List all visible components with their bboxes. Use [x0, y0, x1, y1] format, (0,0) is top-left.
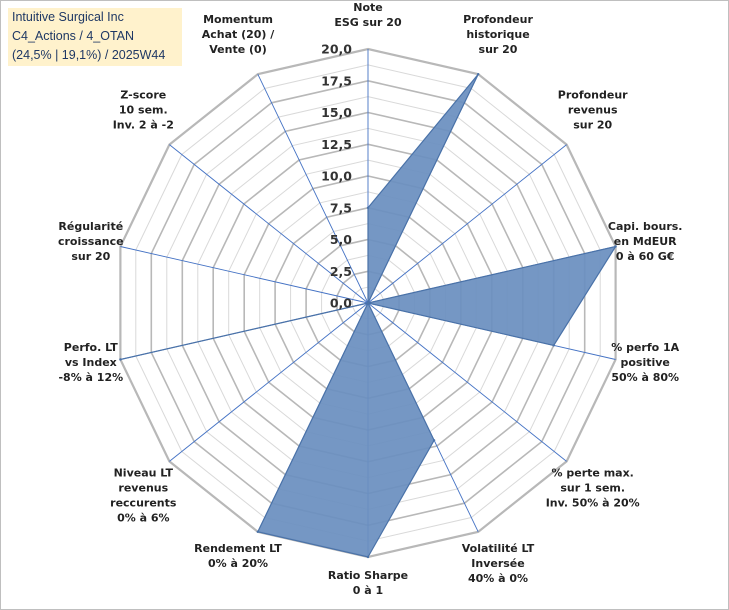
tick-label: 17,5	[321, 73, 352, 88]
category-label: Note ESG sur 20	[334, 1, 402, 29]
tick-label: 2,5	[330, 264, 352, 279]
spoke-axis	[367, 302, 567, 462]
category-label-line: 0 à 60 G€	[616, 250, 675, 263]
category-label-line: -8% à 12%	[58, 371, 123, 384]
category-label-line: historique	[466, 28, 529, 41]
category-label-line: Z-score	[120, 88, 166, 101]
performance-week: (24,5% | 19,1%) / 2025W44	[12, 48, 166, 62]
category-label: Régularité croissance sur 20	[58, 220, 124, 263]
category-label: Profondeur historique sur 20	[463, 13, 533, 56]
category-label-line: Inv. 2 à -2	[113, 118, 174, 131]
category-label: Rendement LT 0% à 20%	[194, 542, 282, 570]
data-point	[366, 206, 370, 209]
category-label-line: 0% à 20%	[208, 557, 268, 570]
category-label-line: 50% à 80%	[611, 371, 679, 384]
category-label-line: croissance	[58, 235, 124, 248]
spoke-axis	[257, 74, 369, 304]
category-label-line: Vente (0)	[209, 43, 266, 56]
category-label-line: sur 20	[573, 118, 612, 131]
category-label-line: Profondeur	[558, 88, 628, 101]
category-label-line: Rendement LT	[194, 542, 282, 555]
category-label-line: sur 20	[71, 250, 110, 263]
category-label-line: Profondeur	[463, 13, 533, 26]
data-point	[256, 530, 259, 533]
tick-label: 10,0	[321, 169, 352, 184]
category-label-line: 0% à 6%	[117, 512, 169, 525]
category-label: % perte max. sur 1 sem. Inv. 50% à 20%	[546, 467, 640, 510]
category-label-line: 40% à 0%	[468, 572, 528, 585]
spoke-axis	[120, 246, 369, 304]
category-label-line: Régularité	[58, 220, 123, 233]
category-label-line: Volatilité LT	[462, 542, 535, 555]
category-label-line: Achat (20) /	[202, 28, 276, 41]
category-label-line: Capi. bours.	[608, 220, 683, 233]
tick-label: 7,5	[330, 200, 352, 215]
company-name: Intuitive Surgical Inc	[12, 10, 124, 24]
tick-label: 20,0	[321, 42, 352, 57]
category-label-line: Momentum	[203, 13, 273, 26]
category-label-line: vs Index	[65, 356, 117, 369]
data-point	[119, 358, 122, 361]
tick-label: 0,0	[330, 296, 352, 311]
category-label-line: ESG sur 20	[334, 16, 402, 29]
category-label-line: Inv. 50% à 20%	[546, 497, 640, 510]
category-label: Perfo. LT vs Index -8% à 12%	[58, 341, 123, 384]
category-label: Profondeur revenus sur 20	[558, 88, 628, 131]
category-label: Z-score 10 sem. Inv. 2 à -2	[113, 88, 174, 131]
category-label-line: 0 à 1	[353, 584, 383, 597]
category-label-line: Note	[353, 1, 382, 14]
data-point	[366, 301, 370, 305]
data-point	[432, 439, 436, 442]
category-label: Ratio Sharpe 0 à 1	[328, 569, 408, 597]
category-label-line: Perfo. LT	[64, 341, 118, 354]
spoke-axis	[169, 302, 369, 462]
category-label-line: % perte max.	[552, 467, 634, 480]
category-label-line: revenus	[118, 482, 168, 495]
data-point	[366, 555, 370, 559]
category-label-line: Niveau LT	[114, 467, 174, 480]
category-label-line: en MdEUR	[614, 235, 677, 248]
category-label: % perfo 1A positive 50% à 80%	[611, 341, 679, 384]
chart-title-box: Intuitive Surgical Inc C4_Actions / 4_OT…	[8, 8, 182, 66]
category-label: Niveau LT revenus reccurents 0% à 6%	[110, 467, 177, 525]
category-label-line: sur 1 sem.	[560, 482, 625, 495]
category-label-line: sur 20	[479, 43, 518, 56]
category-label-line: % perfo 1A	[611, 341, 679, 354]
spoke-axis	[367, 144, 567, 304]
category-label-line: revenus	[568, 103, 618, 116]
data-point	[552, 344, 555, 347]
category-label-line: Inversée	[471, 557, 524, 570]
tick-label: 12,5	[321, 137, 352, 152]
data-point	[477, 73, 480, 76]
category-label: Momentum Achat (20) / Vente (0)	[202, 13, 276, 56]
portfolio-category: C4_Actions / 4_OTAN	[12, 29, 135, 43]
tick-label: 5,0	[330, 232, 352, 247]
category-label-line: Ratio Sharpe	[328, 569, 408, 582]
category-label: Capi. bours. en MdEUR 0 à 60 G€	[608, 220, 683, 263]
category-label: Volatilité LT Inversée 40% à 0%	[462, 542, 535, 585]
category-label-line: reccurents	[110, 497, 177, 510]
data-point	[614, 245, 617, 248]
spoke-axis	[169, 144, 369, 304]
category-label-line: 10 sem.	[119, 103, 168, 116]
tick-label: 15,0	[321, 105, 352, 120]
category-label-line: positive	[620, 356, 669, 369]
